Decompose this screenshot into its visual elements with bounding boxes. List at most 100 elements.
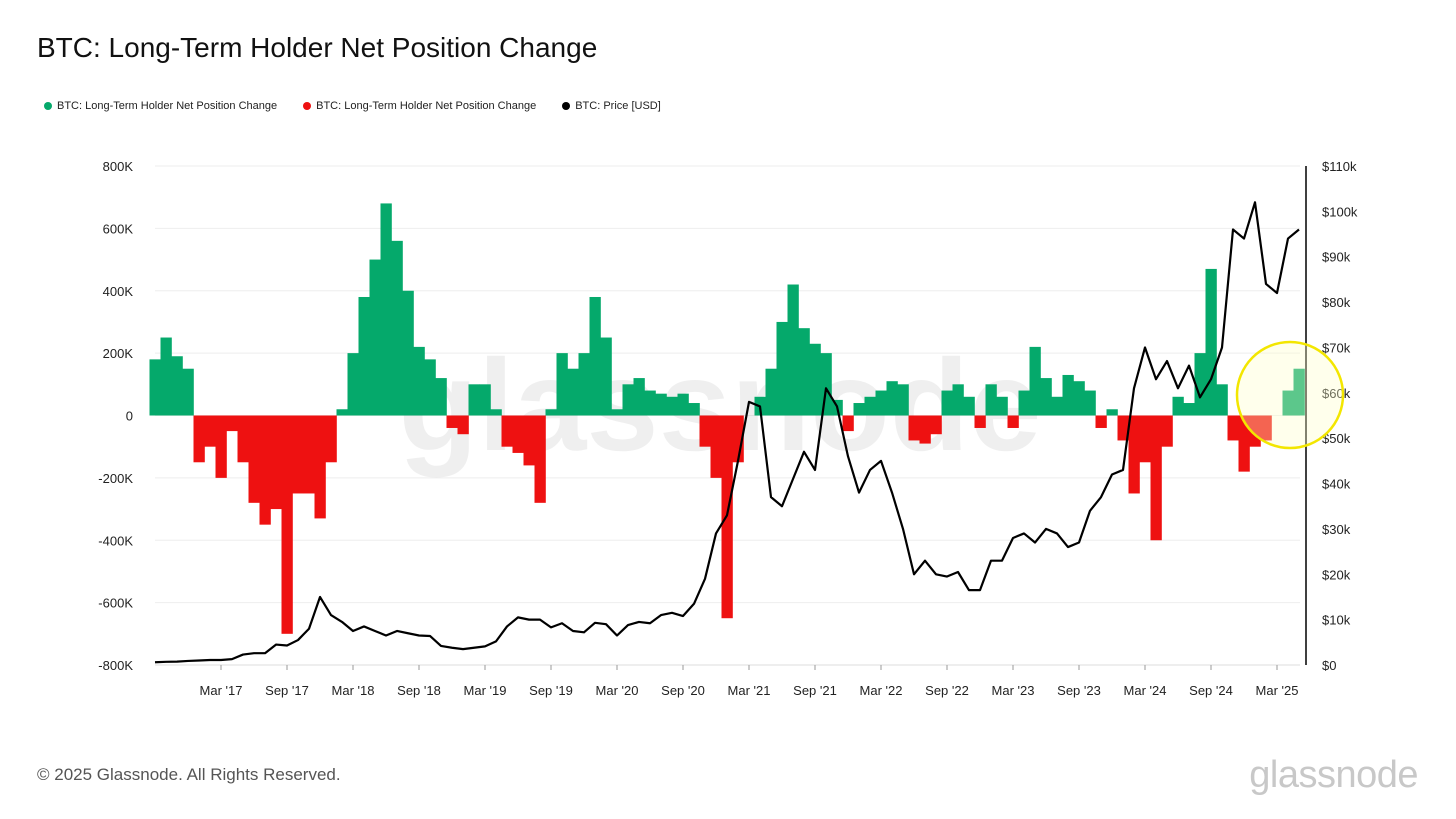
y-right-tick-label: $80k <box>1322 295 1351 310</box>
lth-positive-bar <box>787 284 799 416</box>
legend: BTC: Long-Term Holder Net Position Chang… <box>44 100 661 112</box>
lth-negative-bar <box>908 415 920 441</box>
x-tick-label: Mar '17 <box>200 683 243 698</box>
lth-positive-bar <box>1172 396 1184 416</box>
lth-negative-bar <box>1260 415 1272 441</box>
lth-positive-bar <box>479 384 491 416</box>
lth-positive-bar <box>380 203 392 416</box>
lth-positive-bar <box>182 368 194 416</box>
lth-negative-bar <box>1139 415 1151 463</box>
lth-negative-bar <box>259 415 271 525</box>
x-tick-label: Mar '21 <box>728 683 771 698</box>
lth-positive-bar <box>941 390 953 416</box>
lth-positive-bar <box>853 403 865 416</box>
x-tick-label: Mar '24 <box>1124 683 1167 698</box>
y-right-tick-label: $90k <box>1322 250 1351 265</box>
lth-negative-bar <box>292 415 304 494</box>
lth-positive-bar <box>578 353 590 416</box>
y-right-tick-label: $110k <box>1322 159 1357 174</box>
y-left-tick-label: -200K <box>98 471 133 486</box>
lth-negative-bar <box>501 415 513 447</box>
lth-negative-bar <box>523 415 535 466</box>
lth-negative-bar <box>1238 415 1250 472</box>
y-right-tick-label: $40k <box>1322 477 1351 492</box>
x-tick-label: Mar '23 <box>992 683 1035 698</box>
y-right-tick-label: $70k <box>1322 340 1351 355</box>
lth-positive-bar <box>644 390 656 416</box>
lth-negative-bar <box>930 415 942 435</box>
y-left-tick-label: 200K <box>103 346 134 361</box>
lth-positive-bar <box>358 296 370 416</box>
y-left-tick-label: 600K <box>103 221 134 236</box>
lth-positive-bar <box>369 259 381 416</box>
x-tick-label: Sep '20 <box>661 683 705 698</box>
lth-negative-bar <box>1095 415 1107 428</box>
y-left-tick-label: -400K <box>98 533 133 548</box>
y-right-tick-label: $50k <box>1322 431 1351 446</box>
lth-positive-bar <box>897 384 909 416</box>
lth-negative-bar <box>248 415 260 503</box>
lth-negative-bar <box>1117 415 1129 441</box>
y-left-tick-label: -600K <box>98 596 133 611</box>
lth-positive-bar <box>655 393 667 416</box>
lth-positive-bar <box>589 296 601 416</box>
lth-negative-bar <box>1128 415 1140 494</box>
legend-item-lth-negative[interactable]: BTC: Long-Term Holder Net Position Chang… <box>303 100 536 112</box>
y-left-tick-label: 800K <box>103 159 134 174</box>
lth-negative-bar <box>215 415 227 478</box>
y-right-tick-label: $20k <box>1322 567 1351 582</box>
y-right-tick-label: $30k <box>1322 522 1351 537</box>
highlight-circle-annotation <box>1235 340 1345 450</box>
lth-negative-bar <box>919 415 931 444</box>
legend-label: BTC: Long-Term Holder Net Position Chang… <box>316 100 537 112</box>
lth-positive-bar <box>1029 346 1041 416</box>
lth-negative-bar <box>732 415 744 463</box>
lth-positive-bar <box>622 384 634 416</box>
lth-negative-bar <box>226 415 238 432</box>
lth-positive-bar <box>556 353 568 416</box>
lth-positive-bar <box>490 409 502 416</box>
lth-negative-bar <box>1161 415 1173 447</box>
legend-item-lth-positive[interactable]: BTC: Long-Term Holder Net Position Chang… <box>44 100 277 112</box>
y-right-tick-label: $100k <box>1322 204 1358 219</box>
x-tick-label: Mar '19 <box>464 683 507 698</box>
lth-negative-bar <box>1249 415 1261 447</box>
lth-positive-bar <box>952 384 964 416</box>
legend-dot-icon <box>562 102 571 110</box>
x-tick-label: Sep '22 <box>925 683 969 698</box>
lth-negative-bar <box>1150 415 1162 541</box>
x-tick-label: Sep '23 <box>1057 683 1101 698</box>
lth-positive-bar <box>468 384 480 416</box>
lth-positive-bar <box>765 368 777 416</box>
lth-negative-bar <box>842 415 854 432</box>
lth-positive-bar <box>1183 403 1195 416</box>
legend-label: BTC: Long-Term Holder Net Position Chang… <box>57 100 278 112</box>
lth-positive-bar <box>1073 381 1085 416</box>
lth-positive-bar <box>875 390 887 416</box>
lth-positive-bar <box>1194 353 1206 416</box>
lth-negative-bar <box>237 415 249 463</box>
x-tick-label: Mar '20 <box>596 683 639 698</box>
y-right-tick-label: $10k <box>1322 613 1351 628</box>
lth-positive-bar <box>1216 384 1228 416</box>
x-tick-label: Sep '19 <box>529 683 573 698</box>
lth-negative-bar <box>710 415 722 478</box>
lth-positive-bar <box>1062 374 1074 416</box>
lth-positive-bar <box>1106 409 1118 416</box>
lth-negative-bar <box>446 415 458 428</box>
lth-positive-bar <box>809 343 821 416</box>
lth-positive-bar <box>336 409 348 416</box>
lth-negative-bar <box>303 415 315 494</box>
lth-positive-bar <box>611 409 623 416</box>
lth-positive-bar <box>886 381 898 416</box>
lth-positive-bar <box>688 403 700 416</box>
x-tick-label: Mar '18 <box>332 683 375 698</box>
lth-positive-bar <box>1084 390 1096 416</box>
legend-item-price[interactable]: BTC: Price [USD] <box>562 100 661 112</box>
lth-positive-bar <box>820 353 832 416</box>
lth-negative-bar <box>270 415 282 510</box>
lth-positive-bar <box>666 396 678 416</box>
lth-negative-bar <box>314 415 326 519</box>
lth-negative-bar <box>457 415 469 435</box>
lth-negative-bar <box>204 415 216 447</box>
